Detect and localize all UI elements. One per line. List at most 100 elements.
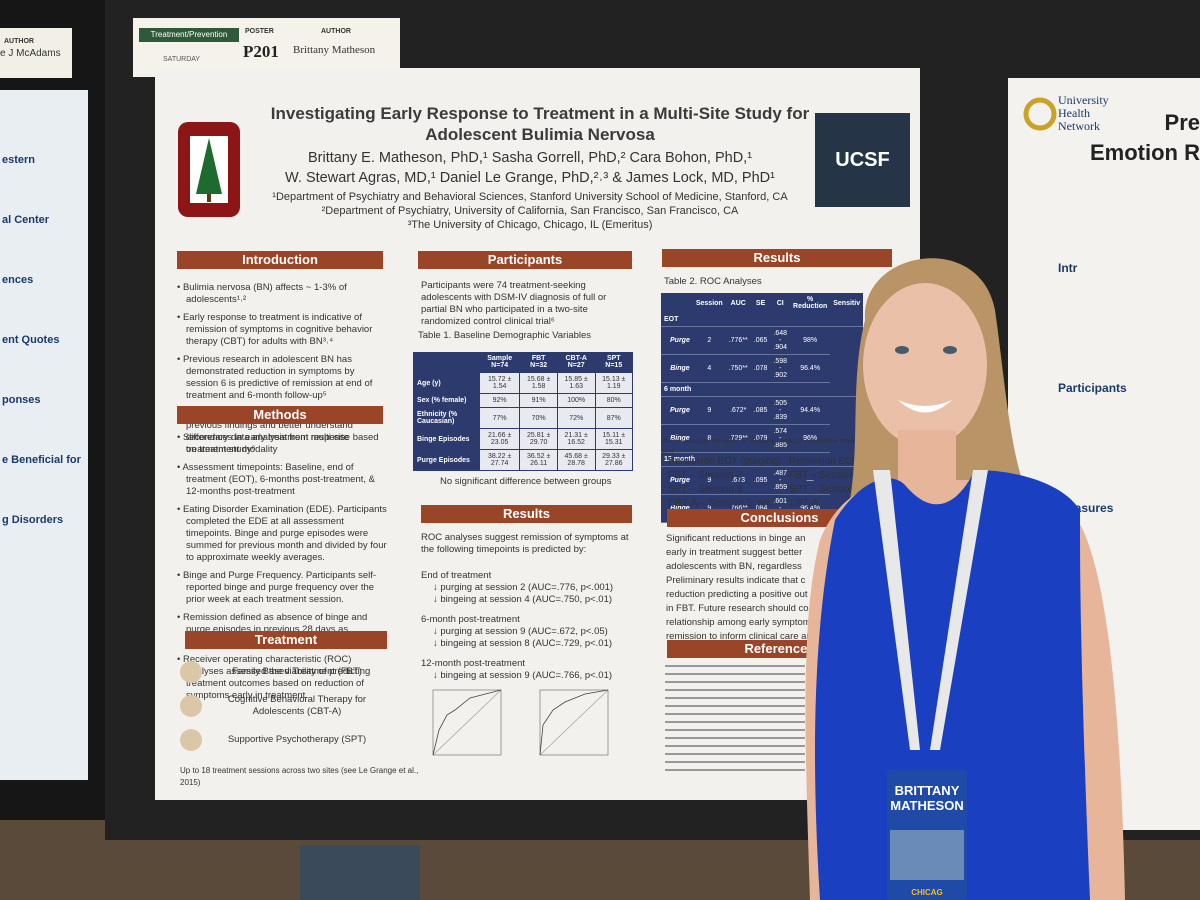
table-row: Sex (% female) 92% 91% 100% 80% xyxy=(413,393,634,408)
table-note: AUC = area under the curve; SE = standar… xyxy=(662,439,861,457)
column-header: FBT N=32 xyxy=(530,355,548,369)
face xyxy=(863,283,987,447)
bullet: Secondary data analysis from multi-site … xyxy=(177,432,389,456)
table-cell: .750** xyxy=(725,354,751,383)
figure-curve xyxy=(432,689,502,756)
table-row: Purge 9.672* .085.505 - .839 94.4% xyxy=(661,396,863,425)
treatment-item: Supportive Psychotherapy (SPT) xyxy=(180,723,390,757)
left-poster-text: estern xyxy=(2,154,36,166)
person: BRITTANY MATHESON CHICAG xyxy=(805,258,1125,900)
column-header: CBT-A N=27 xyxy=(565,355,587,369)
table-cell: .776** xyxy=(725,326,751,355)
table-cell: Sex (% female) xyxy=(413,393,480,408)
remission-line: SPT – Session 3 xyxy=(668,484,743,495)
table-cell: 38.22 ± 27.74 xyxy=(478,449,521,471)
group-row: 6 month xyxy=(661,382,864,397)
table-cell: Purge Episodes xyxy=(413,449,480,471)
section-heading: Treatment xyxy=(185,631,387,649)
remission-line: Remission EOT xyxy=(789,456,860,467)
table-cell: .598 - .902 xyxy=(770,354,791,383)
group-label: 12 month xyxy=(661,452,864,467)
bullet: Receiver operating characteristic (ROC) … xyxy=(177,654,389,702)
affiliation: ²Department of Psychiatry, University of… xyxy=(321,205,739,217)
column-header: SE xyxy=(755,299,766,307)
table-caption: Table 1. Baseline Demographic Variables xyxy=(418,330,592,341)
table-row: Binge 8.729** .079.574 - .885 96% xyxy=(661,424,863,453)
roc-figures xyxy=(425,680,625,770)
table-row: Purge 2.776** .065.648 - .904 98% xyxy=(661,326,863,355)
table-cell: .078 xyxy=(750,354,771,383)
column-header: Sensitiv xyxy=(833,299,861,307)
table-row: Age (y) 15.72 ± 1.54 15.68 ± 1.58 15.85 ± 1… xyxy=(413,372,634,394)
table-row: Purge 9.673.095.487 - .859— xyxy=(661,466,863,495)
left-card: AUTHOR e J McAdams xyxy=(0,28,72,78)
table-cell: Age (y) xyxy=(413,372,480,394)
table-cell: 91% xyxy=(519,393,558,408)
table-cell: — xyxy=(790,466,831,495)
table-cell: Binge Episodes xyxy=(413,428,480,450)
affiliation: ³The University of Chicago, Chicago, IL … xyxy=(407,219,653,231)
table-cell: 96% xyxy=(790,424,831,453)
table-row: Purge Episodes 38.22 ± 27.74 36.52 ± 26.11… xyxy=(413,449,634,471)
author-line: Brittany E. Matheson, PhD,¹ Sasha Gorrel… xyxy=(307,150,753,166)
remission-line: Remission EOT (purging): xyxy=(668,456,784,467)
remission-line: CBT-A xyxy=(789,498,819,509)
table-cell: 77% xyxy=(478,407,521,429)
treatment-icon xyxy=(180,661,202,683)
conclusion-line: remission to inform clinical care an xyxy=(666,631,812,642)
bullet: Bulimia nervosa (BN) affects ~ 1-3% of a… xyxy=(177,282,389,306)
poster-title: Investigating Early Response to Treatmen… xyxy=(270,104,810,144)
badge-photo xyxy=(890,830,964,880)
left-poster-text: ences xyxy=(2,274,34,286)
left-poster-text: g Disorders xyxy=(2,514,64,526)
table-cell: .065 xyxy=(750,326,771,355)
group-label: EOT xyxy=(661,313,864,327)
results-intro: ROC analyses suggest remission of sympto… xyxy=(421,532,629,555)
predictor: ↓ purging at session 9 (AUC=.672, p<.05) xyxy=(433,626,608,637)
predictor: ↓ bingeing at session 4 (AUC=.750, p<.01… xyxy=(433,594,613,605)
table-cell: 9 xyxy=(692,396,726,425)
table-cell: Binge xyxy=(667,424,693,453)
treatment-icon xyxy=(180,729,202,751)
section-heading: Participants xyxy=(418,251,632,269)
table-cell: Purge xyxy=(667,396,693,425)
ucsf-logo: UCSF xyxy=(815,113,910,207)
table-cell: .648 - .904 xyxy=(770,326,791,355)
logo-trunk xyxy=(207,194,211,202)
figure-curve xyxy=(539,689,609,756)
left-poster: estern al Center ences ent Quotes ponses e Be… xyxy=(0,90,88,780)
table-header: Session AUC SE CI % Reduction Sensitiv xyxy=(661,293,863,313)
bullet: Binge and Purge Frequency. Participants … xyxy=(177,570,389,606)
eye xyxy=(895,346,909,354)
org-name: Network xyxy=(1058,119,1100,133)
table-cell: 96.4% xyxy=(790,354,831,383)
conclusion-line: in FBT. Future research should co xyxy=(666,603,809,614)
left-poster-text: ent Quotes xyxy=(2,334,60,346)
table-note: No significant difference between groups xyxy=(440,476,612,487)
figure-axes xyxy=(432,689,502,756)
table-spacer xyxy=(661,494,667,523)
author: Brittany Matheson xyxy=(293,44,376,56)
group-row: EOT xyxy=(661,313,864,327)
affiliation: ¹Department of Psychiatry and Behavioral… xyxy=(272,191,788,203)
footnote: Up to 18 treatment sessions across two s… xyxy=(180,766,419,787)
table-cell: .095 xyxy=(750,466,771,495)
org-name: Health xyxy=(1058,106,1090,120)
table-cell: 15.72 ± 1.54 xyxy=(478,372,521,394)
roc-table: Session AUC SE CI% Reduction Sensitiv EOT Purg… xyxy=(661,293,864,523)
table-caption: Table 2. ROC Analyses xyxy=(664,276,762,287)
timepoint: 6-month post-treatment xyxy=(421,614,520,625)
table-corner xyxy=(414,352,480,373)
bullet: Eating Disorder Examination (EDE). Parti… xyxy=(177,504,389,564)
table-cell: 15.11 ± 15.31 xyxy=(594,428,634,450)
reference-lines xyxy=(665,665,805,771)
remission-line: FBT – Session 4 xyxy=(789,470,863,481)
column-header: CI xyxy=(776,299,784,307)
badge-name: MATHESON xyxy=(890,798,963,813)
table-cell: 25.81 ± 29.70 xyxy=(519,428,558,450)
table-cell: Binge xyxy=(667,354,693,383)
column-header: % Reduction xyxy=(793,296,828,310)
timepoint: 12-month post-treatment xyxy=(421,658,526,669)
org-name: University xyxy=(1058,93,1109,107)
